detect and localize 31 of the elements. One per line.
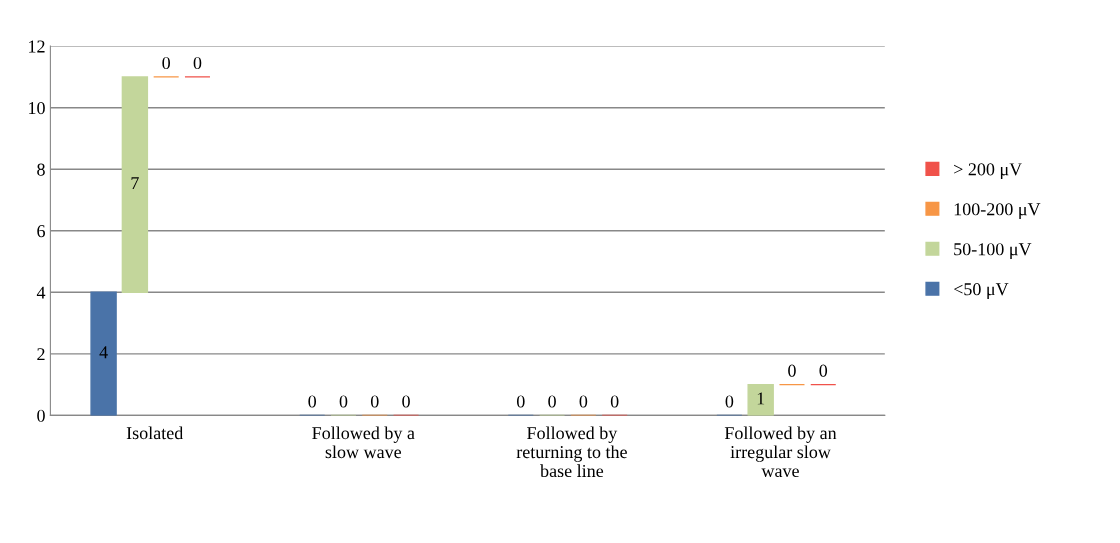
data-label: 7 bbox=[131, 177, 139, 189]
legend-label: > 200 μV bbox=[954, 163, 1022, 180]
data-label: 0 bbox=[579, 395, 588, 408]
data-label: 0 bbox=[193, 56, 202, 70]
data-label: 0 bbox=[162, 56, 170, 70]
data-label: 4 bbox=[99, 346, 108, 359]
data-label: 0 bbox=[548, 395, 556, 408]
data-label: 1 bbox=[757, 392, 765, 405]
x-tick-label: Isolated bbox=[126, 426, 184, 440]
x-tick-label: Followed by a slow wave bbox=[312, 426, 415, 459]
x-tick-label: Followed by returning to the base line bbox=[516, 426, 627, 478]
y-tick-label: 6 bbox=[37, 225, 45, 238]
legend-label: 50-100 μV bbox=[954, 243, 1032, 260]
y-tick-label: 2 bbox=[37, 348, 45, 361]
data-label: 0 bbox=[819, 364, 828, 377]
y-tick-label: 12 bbox=[29, 40, 45, 53]
data-label: 0 bbox=[370, 395, 379, 408]
data-label: 0 bbox=[308, 395, 317, 408]
legend-label: 100-200 μV bbox=[954, 203, 1041, 220]
data-label: 0 bbox=[339, 395, 348, 408]
data-label: 0 bbox=[402, 395, 410, 408]
x-tick-label: Followed by an irregular slow wave bbox=[724, 426, 837, 478]
y-tick-label: 8 bbox=[37, 163, 45, 176]
data-label: 0 bbox=[610, 395, 619, 408]
legend-label: <50 μV bbox=[954, 283, 1009, 299]
data-label: 0 bbox=[788, 364, 796, 377]
y-tick-label: 4 bbox=[36, 286, 46, 299]
data-label: 0 bbox=[516, 395, 525, 408]
y-tick-label: 0 bbox=[37, 409, 45, 422]
y-tick-label: 10 bbox=[29, 101, 45, 115]
data-label: 0 bbox=[725, 395, 734, 408]
